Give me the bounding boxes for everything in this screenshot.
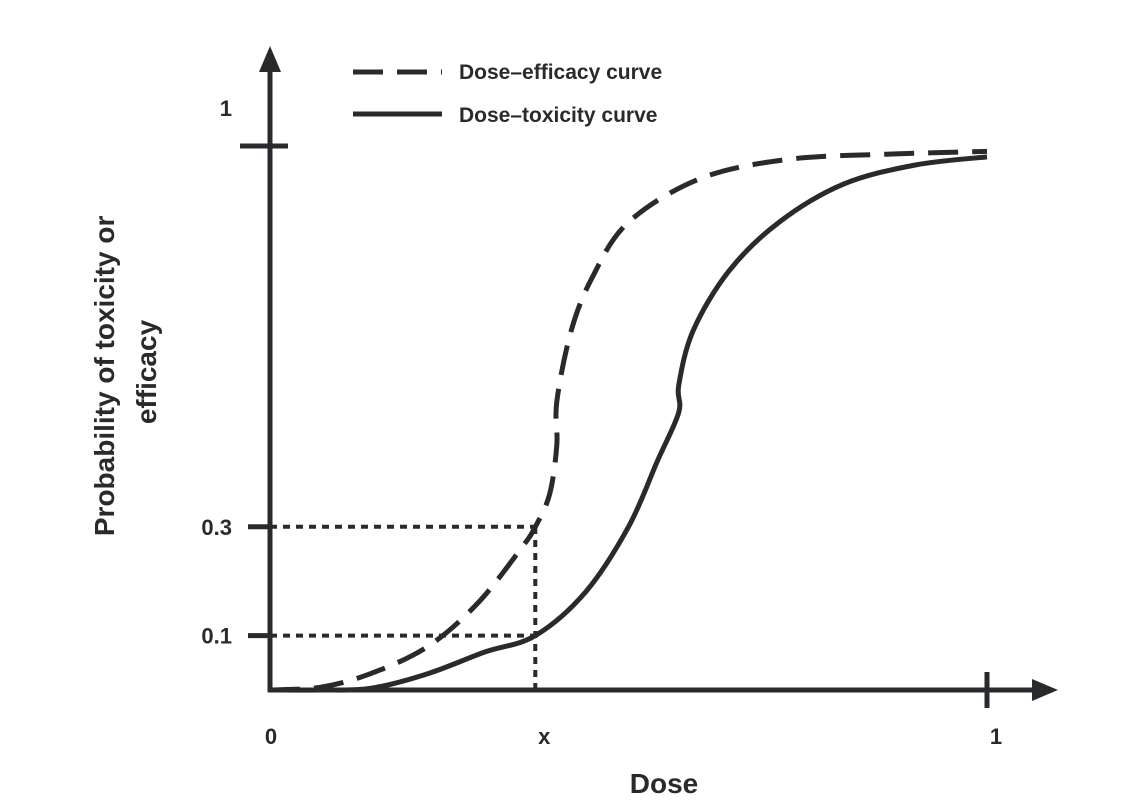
legend-label-toxicity: Dose–toxicity curve bbox=[459, 104, 657, 127]
y-axis-title: Probability of toxicity or efficacy bbox=[89, 208, 162, 536]
curves bbox=[269, 148, 988, 693]
legend: Dose–efficacy curve Dose–toxicity curve bbox=[353, 61, 662, 127]
y-tick-label-0.3: 0.3 bbox=[201, 515, 232, 540]
x-tick-label-1: 1 bbox=[990, 724, 1002, 749]
y-tick-label-0.1: 0.1 bbox=[201, 624, 232, 649]
y-axis-title-line-2: efficacy bbox=[131, 319, 162, 424]
y-axis-arrowhead bbox=[259, 46, 281, 72]
dose-toxicity-curve bbox=[269, 154, 988, 693]
reference-lines bbox=[270, 524, 538, 690]
x-axis-title: Dose bbox=[630, 768, 698, 799]
y-axis-title-line-1: Probability of toxicity or bbox=[89, 216, 120, 537]
y-tick-label-1: 1 bbox=[220, 96, 232, 121]
x-tick-label-0: 0 bbox=[265, 724, 277, 749]
legend-label-efficacy: Dose–efficacy curve bbox=[459, 61, 662, 84]
dose-efficacy-curve bbox=[269, 148, 988, 693]
axis-ticks: 0.1 0.3 1 0 x 1 bbox=[201, 96, 1002, 749]
x-axis-arrowhead bbox=[1032, 679, 1058, 701]
x-tick-label-x: x bbox=[538, 724, 551, 749]
